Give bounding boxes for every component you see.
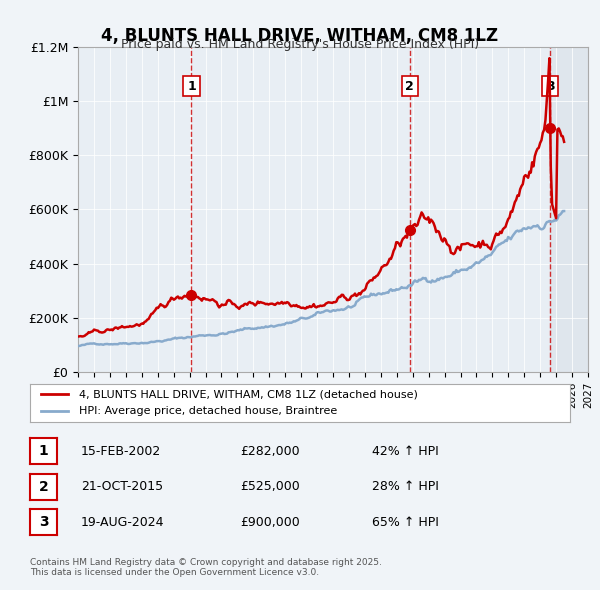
Text: £282,000: £282,000 (240, 445, 299, 458)
Text: 3: 3 (546, 80, 554, 93)
Text: 28% ↑ HPI: 28% ↑ HPI (372, 480, 439, 493)
Text: 1: 1 (187, 80, 196, 93)
Text: £900,000: £900,000 (240, 516, 300, 529)
Text: 1: 1 (38, 444, 49, 458)
Text: 4, BLUNTS HALL DRIVE, WITHAM, CM8 1LZ: 4, BLUNTS HALL DRIVE, WITHAM, CM8 1LZ (101, 27, 499, 45)
Text: 4, BLUNTS HALL DRIVE, WITHAM, CM8 1LZ (detached house): 4, BLUNTS HALL DRIVE, WITHAM, CM8 1LZ (d… (79, 389, 418, 399)
Text: 2: 2 (38, 480, 49, 494)
Text: 2: 2 (405, 80, 414, 93)
Bar (550, 47, 588, 372)
Text: Price paid vs. HM Land Registry's House Price Index (HPI): Price paid vs. HM Land Registry's House … (121, 38, 479, 51)
Text: 21-OCT-2015: 21-OCT-2015 (81, 480, 163, 493)
Text: 3: 3 (38, 515, 49, 529)
Text: Contains HM Land Registry data © Crown copyright and database right 2025.
This d: Contains HM Land Registry data © Crown c… (30, 558, 382, 577)
Text: 15-FEB-2002: 15-FEB-2002 (81, 445, 161, 458)
Text: £525,000: £525,000 (240, 480, 300, 493)
Text: HPI: Average price, detached house, Braintree: HPI: Average price, detached house, Brai… (79, 406, 337, 416)
Text: 65% ↑ HPI: 65% ↑ HPI (372, 516, 439, 529)
Text: 19-AUG-2024: 19-AUG-2024 (81, 516, 164, 529)
Text: 42% ↑ HPI: 42% ↑ HPI (372, 445, 439, 458)
